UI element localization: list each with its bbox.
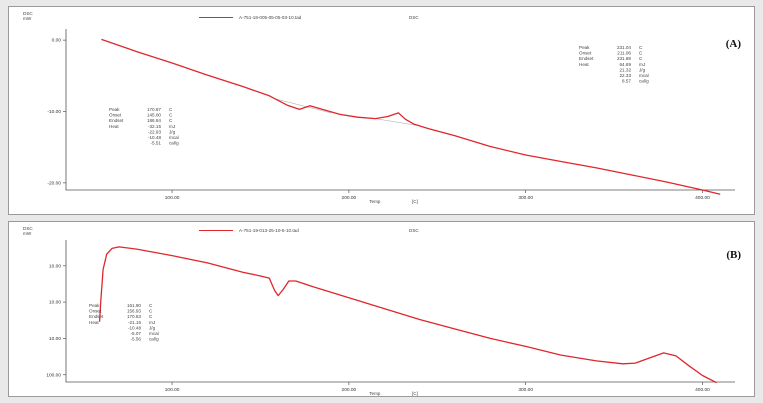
annotation-key: Heat xyxy=(89,320,99,325)
annotation-unit: cal/g xyxy=(169,141,179,146)
axis-frame xyxy=(65,240,735,383)
annotation-value: 21.32 xyxy=(620,67,632,72)
y-axis-label: DSC xyxy=(23,11,33,16)
annotation-value: 161.90 xyxy=(127,303,141,308)
annotation-unit: C xyxy=(169,113,173,118)
x-axis-label: Temp xyxy=(369,199,381,204)
y-tick-label: 0.00 xyxy=(52,38,62,44)
annotation-value: 170.87 xyxy=(147,107,161,112)
y-tick-label: 10.00 xyxy=(49,300,61,306)
annotation-value: -5.51 xyxy=(151,141,162,146)
annotation-unit: mJ xyxy=(149,320,155,325)
annotation-unit: cal/g xyxy=(639,79,649,84)
annotation-value: 211.06 xyxy=(617,51,631,56)
annotation-unit: C xyxy=(169,107,173,112)
peak-annotation: Peak 170.87 C Onset 145.00 C Endset 186.84 C Heat… xyxy=(109,107,179,146)
annotation-value: -10.48 xyxy=(128,325,141,330)
x-tick-label: 300.00 xyxy=(518,195,533,201)
annotation-value: -32.15 xyxy=(148,124,161,129)
x-tick-label: 300.00 xyxy=(518,387,533,393)
dsc-curve xyxy=(98,246,717,384)
dsc-chart-b: A-751-19-013-25-10-5-10.tad DSCDSCmW10.00… xyxy=(23,226,741,396)
y-axis-label: mW xyxy=(23,231,32,236)
panel-label: (A) xyxy=(726,38,742,50)
annotation-unit: C xyxy=(169,118,173,123)
annotation-value: 22.33 xyxy=(620,73,632,78)
x-tick-label: 100.00 xyxy=(165,195,180,201)
y-tick-label: -10.00 xyxy=(47,109,61,115)
annotation-unit: C xyxy=(149,314,153,319)
annotation-value: 8.57 xyxy=(622,79,631,84)
annotation-unit: cal/g xyxy=(149,337,159,342)
annotation-key: Endset xyxy=(579,56,594,61)
annotation-value: 156.93 xyxy=(127,309,141,314)
annotation-unit: J/g xyxy=(169,129,176,134)
annotation-unit: C xyxy=(149,303,153,308)
legend-signal-label: DSC xyxy=(409,228,419,233)
panel-label: (B) xyxy=(726,249,741,261)
dsc-panel-a: A-751-18-005-05-05-03-10.tad DSC DSC mW 0.00… xyxy=(8,6,755,215)
annotation-unit: C xyxy=(149,309,153,314)
annotation-value: -5.56 xyxy=(131,337,142,342)
annotation-key: Peak xyxy=(579,45,590,50)
annotation-unit: mcal xyxy=(639,73,649,78)
dsc-panel-b: A-751-19-013-25-10-5-10.tad DSC DSC mW 10.00… xyxy=(8,221,755,397)
x-tick-label: 100.00 xyxy=(165,387,180,393)
y-tick-label: -20.00 xyxy=(47,180,61,186)
annotation-value: 231.88 xyxy=(617,56,631,61)
annotation-key: Onset xyxy=(89,309,102,314)
annotation-value: 231.04 xyxy=(617,45,631,50)
axis-frame xyxy=(65,29,735,191)
annotation-key: Heat xyxy=(579,62,589,67)
x-tick-label: 400.00 xyxy=(695,387,710,393)
annotation-value: 145.00 xyxy=(147,113,161,118)
annotation-key: Onset xyxy=(109,113,122,118)
annotation-key: Heat xyxy=(109,124,119,129)
annotation-value: -10.48 xyxy=(148,135,161,140)
x-tick-label: 400.00 xyxy=(695,195,710,201)
annotation-unit: C xyxy=(639,51,643,56)
annotation-value: -21.16 xyxy=(128,320,141,325)
x-axis-unit: [C] xyxy=(412,391,418,396)
annotation-value: 64.89 xyxy=(620,62,632,67)
y-tick-label: 10.00 xyxy=(49,336,61,342)
annotation-unit: J/g xyxy=(149,325,156,330)
peak-annotation: Peak 231.04 C Onset 211.06 C Endset 231.88 C Heat… xyxy=(579,45,649,84)
dsc-curve xyxy=(101,38,721,195)
y-axis-label: DSC xyxy=(23,226,33,231)
y-tick-label: 10.00 xyxy=(49,263,61,269)
annotation-unit: C xyxy=(639,56,643,61)
legend-signal-label: DSC xyxy=(409,15,419,20)
annotation-value: -22.93 xyxy=(148,129,161,134)
annotation-unit: mJ xyxy=(169,124,175,129)
y-axis-label: mW xyxy=(23,16,32,21)
annotation-key: Peak xyxy=(89,303,100,308)
peak-annotation: Peak 161.90 C Onset 156.93 C Endset 170.83 C Heat… xyxy=(89,303,159,342)
y-tick-label: 100.00 xyxy=(46,372,61,378)
annotation-unit: J/g xyxy=(639,67,646,72)
x-axis-unit: [C] xyxy=(412,199,418,204)
annotation-unit: mJ xyxy=(639,62,645,67)
annotation-key: Endset xyxy=(89,314,104,319)
x-axis-label: Temp xyxy=(369,391,381,396)
annotation-unit: mcal xyxy=(149,331,159,336)
legend-label: A-751-18-005-05-05-03-10.tad xyxy=(239,15,302,20)
annotation-unit: mcal xyxy=(169,135,179,140)
peak-baseline xyxy=(274,98,332,114)
annotation-unit: C xyxy=(639,45,643,50)
legend-label: A-751-19-013-25-10-5-10.tad xyxy=(239,228,299,233)
annotation-value: 186.84 xyxy=(147,118,161,123)
x-tick-label: 200.00 xyxy=(342,195,357,201)
annotation-key: Endset xyxy=(109,118,124,123)
annotation-key: Onset xyxy=(579,51,592,56)
annotation-value: -5.07 xyxy=(131,331,142,336)
annotation-key: Peak xyxy=(109,107,120,112)
annotation-value: 170.83 xyxy=(127,314,141,319)
peak-baseline xyxy=(375,118,420,127)
x-tick-label: 200.00 xyxy=(342,387,357,393)
dsc-chart-a: A-751-18-005-05-05-03-10.tad DSCDSCmW0.00… xyxy=(23,11,742,204)
